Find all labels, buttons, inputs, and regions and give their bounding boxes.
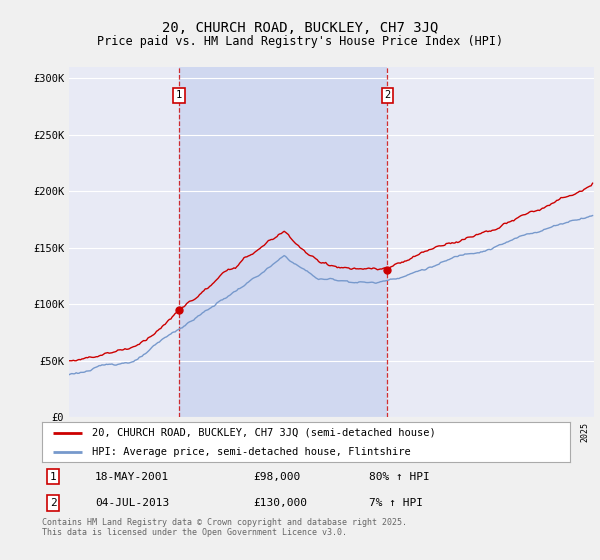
Text: 20, CHURCH ROAD, BUCKLEY, CH7 3JQ (semi-detached house): 20, CHURCH ROAD, BUCKLEY, CH7 3JQ (semi-… <box>92 428 436 438</box>
Text: 20, CHURCH ROAD, BUCKLEY, CH7 3JQ: 20, CHURCH ROAD, BUCKLEY, CH7 3JQ <box>162 21 438 35</box>
Text: 1: 1 <box>176 90 182 100</box>
Text: 1: 1 <box>50 472 56 482</box>
Text: Price paid vs. HM Land Registry's House Price Index (HPI): Price paid vs. HM Land Registry's House … <box>97 35 503 48</box>
Text: Contains HM Land Registry data © Crown copyright and database right 2025.
This d: Contains HM Land Registry data © Crown c… <box>42 518 407 538</box>
Text: 2: 2 <box>50 498 56 508</box>
Text: 18-MAY-2001: 18-MAY-2001 <box>95 472 169 482</box>
Text: 04-JUL-2013: 04-JUL-2013 <box>95 498 169 508</box>
Text: 7% ↑ HPI: 7% ↑ HPI <box>370 498 424 508</box>
Bar <box>179 67 388 417</box>
Text: 80% ↑ HPI: 80% ↑ HPI <box>370 472 430 482</box>
Text: HPI: Average price, semi-detached house, Flintshire: HPI: Average price, semi-detached house,… <box>92 447 411 457</box>
Text: 2: 2 <box>385 90 391 100</box>
Text: £130,000: £130,000 <box>253 498 307 508</box>
Text: £98,000: £98,000 <box>253 472 301 482</box>
